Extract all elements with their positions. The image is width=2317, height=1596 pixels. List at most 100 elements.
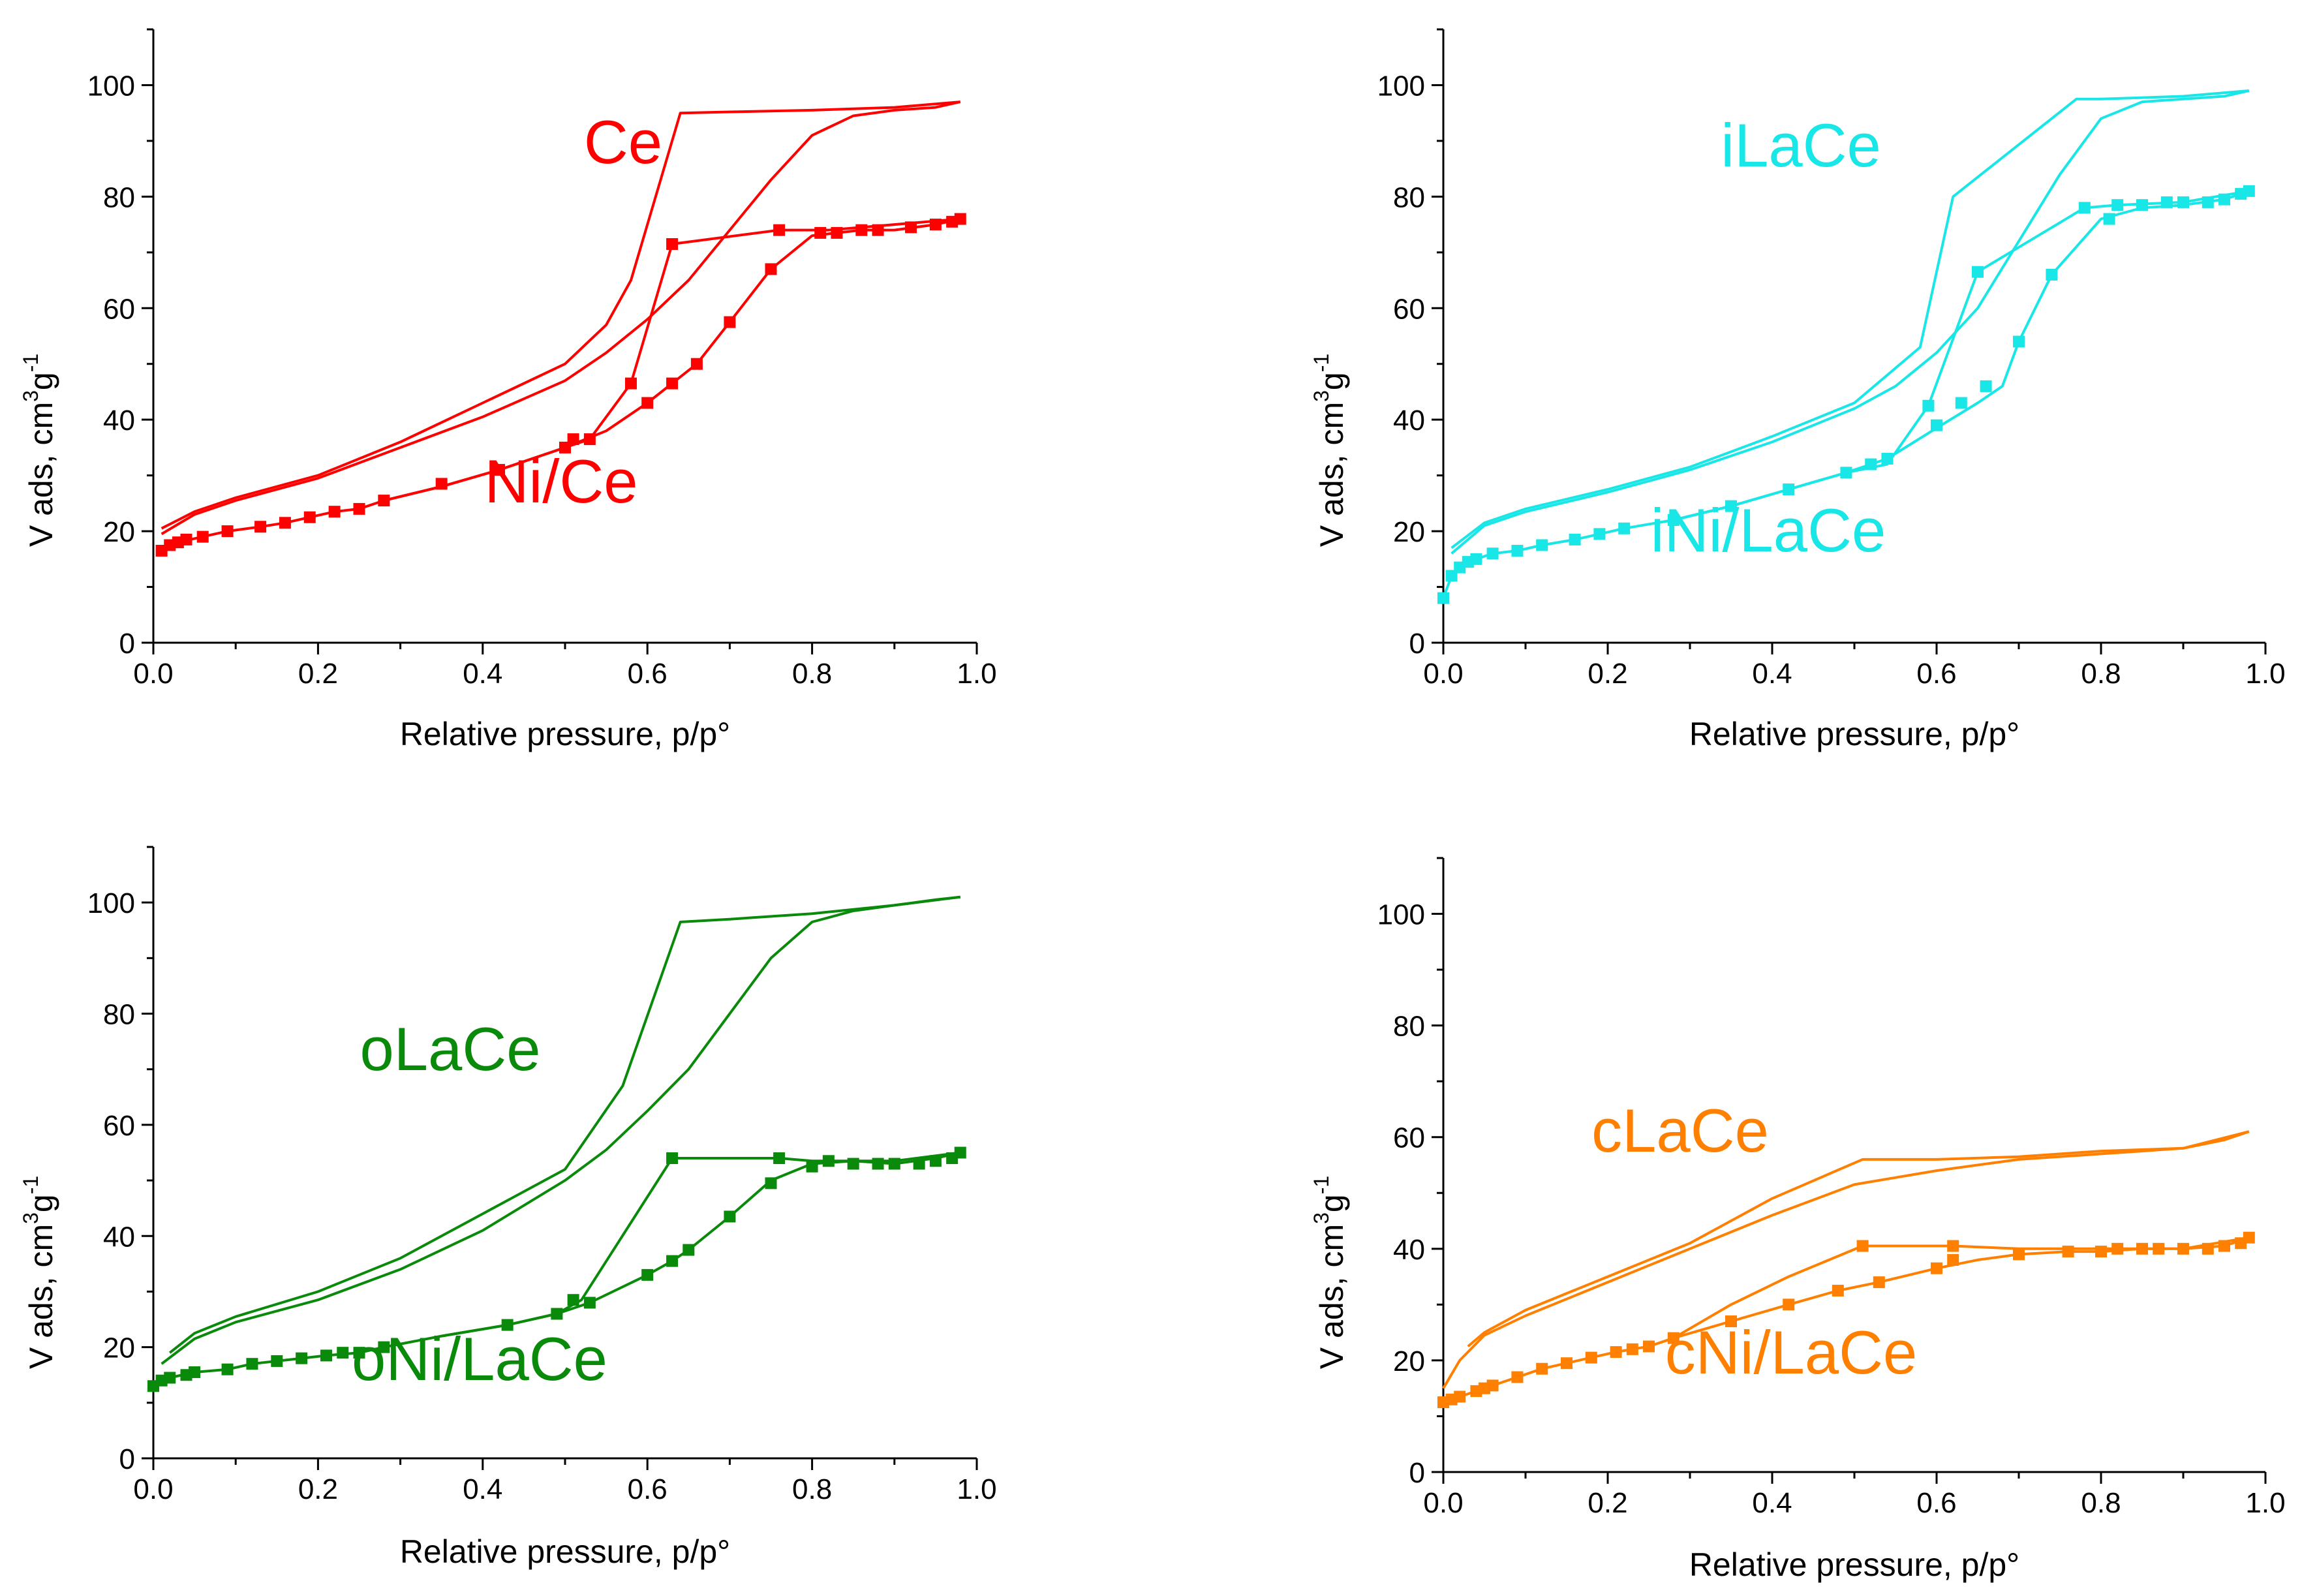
x-tick-label: 1.0 (957, 1473, 996, 1505)
x-tick-label: 0.4 (463, 658, 502, 690)
series-label: iNi/LaCe (1651, 496, 1886, 564)
data-marker (2153, 1242, 2165, 1255)
series-label: cLaCe (1591, 1096, 1769, 1165)
data-marker (773, 224, 786, 236)
y-title-base: V ads, cm (23, 1224, 59, 1369)
data-marker (929, 219, 942, 231)
x-tick-label: 0.0 (133, 658, 173, 690)
data-marker (831, 226, 843, 239)
data-marker (1569, 533, 1581, 545)
data-marker (180, 533, 192, 545)
data-marker (1955, 397, 1967, 409)
data-marker (1585, 1351, 1597, 1364)
data-marker (666, 1255, 679, 1267)
y-title-mid: g (1313, 1194, 1350, 1212)
data-marker (641, 397, 654, 409)
y-axis-title: V ads, cm3g-1 (1310, 1176, 1350, 1369)
series-ce: Ce (161, 100, 961, 536)
data-marker (353, 502, 365, 515)
y-tick-label: 0 (1409, 628, 1425, 660)
data-marker (1667, 1332, 1680, 1344)
x-tick-label: 0.4 (1752, 1487, 1792, 1519)
y-tick-label: 80 (1393, 181, 1425, 213)
data-marker (1593, 528, 1606, 540)
data-marker (1643, 1340, 1655, 1353)
data-marker (567, 1294, 579, 1306)
chart-panel-4: 0.0 0.2 0.4 0.6 0.8 1.0 0 20 40 60 80 100 Relative p… (1310, 857, 2286, 1583)
desorption-line (1450, 89, 2249, 549)
data-marker (724, 1210, 736, 1223)
x-tick-label: 0.4 (463, 1473, 502, 1505)
data-marker (724, 316, 736, 328)
x-tick-label: 0.6 (628, 1473, 667, 1505)
data-marker (2078, 202, 2091, 214)
data-marker (337, 1347, 349, 1359)
data-marker (254, 521, 267, 533)
y-axis-title: V ads, cm3g-1 (1310, 354, 1350, 547)
data-marker (1561, 1357, 1573, 1370)
data-marker (666, 377, 679, 390)
y-title-exp: -1 (1310, 354, 1333, 372)
data-marker (2177, 1242, 2189, 1255)
x-tick-label: 0.6 (1916, 1487, 1956, 1519)
data-marker (296, 1352, 308, 1364)
series-ini-lace: iNi/LaCe (1437, 185, 2255, 604)
y-tick-label: 20 (1393, 1345, 1425, 1377)
data-marker (2202, 196, 2214, 208)
y-title-exp: -1 (1310, 1176, 1333, 1194)
data-marker (1486, 1379, 1499, 1392)
data-marker (2202, 1242, 2214, 1255)
data-marker (624, 377, 637, 390)
data-marker (814, 226, 827, 239)
x-tick-label: 1.0 (2245, 1487, 2285, 1519)
desorption-line (168, 895, 961, 1354)
data-marker (1667, 514, 1680, 526)
x-axis-title: Relative pressure, p/p° (1689, 1546, 2019, 1583)
data-marker (2243, 185, 2255, 197)
y-tick-label: 80 (103, 181, 135, 213)
data-marker (2046, 269, 2058, 281)
data-marker (1922, 399, 1935, 412)
adsorption-line (1450, 89, 2250, 555)
data-marker (583, 1297, 596, 1309)
x-tick-label: 0.2 (298, 658, 338, 690)
data-marker (855, 224, 868, 236)
data-marker (2136, 1242, 2148, 1255)
data-marker (1783, 1298, 1795, 1311)
desorption-line (161, 100, 960, 530)
data-marker (1536, 539, 1548, 551)
data-marker (2218, 1240, 2230, 1252)
data-marker (2013, 335, 2025, 348)
x-tick-label: 0.6 (1916, 658, 1956, 690)
data-marker (683, 1244, 695, 1256)
y-tick-label: 60 (1393, 293, 1425, 325)
desorption-line (1467, 1130, 2250, 1348)
data-marker (583, 433, 596, 446)
data-marker (353, 1347, 365, 1359)
y-tick-label: 60 (1393, 1122, 1425, 1154)
y-title-base: V ads, cm (23, 402, 59, 547)
data-marker (872, 1158, 884, 1170)
x-tick-label: 0.6 (628, 658, 667, 690)
series-clace: cLaCe (1442, 1096, 2250, 1389)
data-marker (1972, 266, 1984, 278)
series-label: Ce (584, 108, 662, 176)
x-tick-label: 0.0 (1423, 658, 1463, 690)
data-marker (1840, 467, 1852, 479)
x-tick-label: 0.8 (2081, 1487, 2121, 1519)
series-label: oNi/LaCe (352, 1325, 607, 1393)
data-marker (1470, 553, 1482, 565)
data-marker (164, 1372, 176, 1384)
x-tick-label: 1.0 (2245, 658, 2285, 690)
y-title-exp: 3 (19, 1212, 42, 1224)
chart-panel-3: 0.0 0.2 0.4 0.6 0.8 1.0 0 20 40 60 80 100 Relative p… (19, 846, 997, 1570)
data-marker (1454, 1390, 1466, 1403)
series-cni-lace: cNi/LaCe (1437, 1231, 2255, 1409)
data-marker (2111, 1242, 2124, 1255)
series-label: iLaCe (1721, 111, 1881, 179)
desorption-line (441, 1151, 961, 1338)
data-marker (872, 224, 884, 236)
data-marker (1947, 1240, 1959, 1252)
data-marker (2243, 1231, 2255, 1244)
data-marker (1511, 545, 1524, 557)
